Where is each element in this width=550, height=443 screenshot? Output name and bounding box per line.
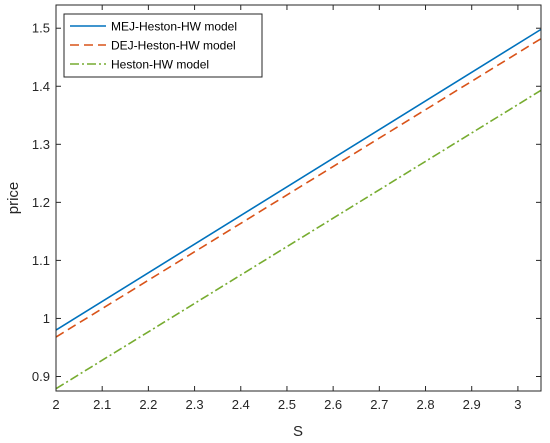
x-tick-label: 2.8: [416, 397, 434, 412]
legend-label-3: Heston-HW model: [111, 58, 209, 72]
x-tick-label: 2.7: [370, 397, 388, 412]
x-axis-label: S: [293, 423, 303, 440]
x-tick-label: 2.2: [139, 397, 157, 412]
y-tick-label: 1: [43, 311, 50, 326]
x-tick-label: 2.9: [463, 397, 481, 412]
x-tick-label: 2.4: [232, 397, 250, 412]
legend-label-1: MEJ-Heston-HW model: [111, 20, 237, 34]
series-line-2: [55, 37, 542, 338]
y-axis-label: price: [5, 182, 22, 215]
legend-box: [63, 13, 263, 78]
y-tick-label: 1.1: [32, 253, 50, 268]
x-tick-label: 2.3: [186, 397, 204, 412]
y-tick-label: 1.2: [32, 195, 50, 210]
axes-frame: [55, 4, 542, 392]
x-tick-label: 3: [514, 397, 521, 412]
x-tick-label: 2.5: [278, 397, 296, 412]
legend-label-2: DEJ-Heston-HW model: [111, 39, 236, 53]
y-tick-label: 1.3: [32, 137, 50, 152]
series-line-1: [55, 28, 542, 331]
series-line-3: [55, 89, 542, 390]
legend: MEJ-Heston-HW model DEJ-Heston-HW model He…: [63, 13, 263, 78]
x-tick-label: 2.1: [93, 397, 111, 412]
y-tick-label: 1.5: [32, 21, 50, 36]
x-tick-label: 2.6: [324, 397, 342, 412]
y-tick-label: 1.4: [32, 79, 50, 94]
y-tick-label: 0.9: [32, 369, 50, 384]
x-tick-label: 2: [52, 397, 59, 412]
series-layer: [55, 28, 542, 390]
axes-layer: 2 2.1 2.2 2.3 2.4 2.5 2.6 2.7 2.8 2.9 3 0.9 1 1.1 1.2 1…: [32, 4, 542, 412]
